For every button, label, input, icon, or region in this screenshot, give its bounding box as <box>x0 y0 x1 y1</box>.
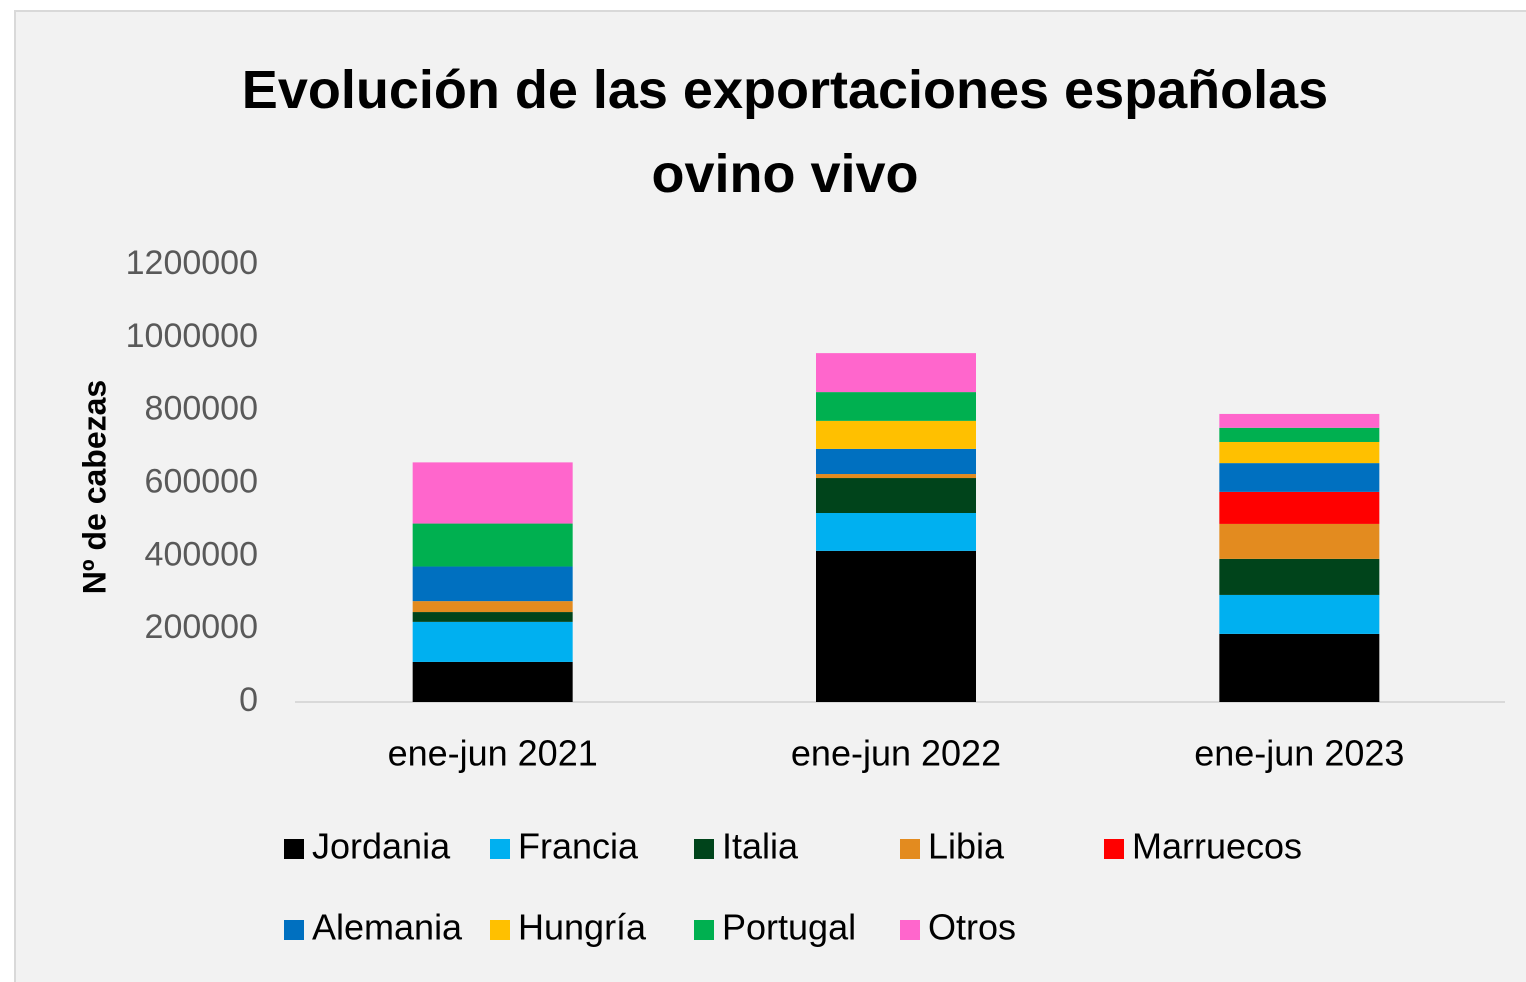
legend-label: Hungría <box>518 907 647 948</box>
bar-segment <box>412 523 573 567</box>
legend-swatch <box>694 839 714 859</box>
x-tick-label: ene-jun 2022 <box>791 733 1001 774</box>
bar-segment <box>412 621 573 662</box>
bar-segment <box>816 550 976 702</box>
bar-segment <box>412 661 573 702</box>
bar-segment <box>1219 491 1380 524</box>
legend-swatch <box>490 839 510 859</box>
legend-label: Jordania <box>312 826 451 867</box>
legend-swatch <box>900 839 920 859</box>
legend-swatch <box>694 920 714 940</box>
legend-swatch <box>490 920 510 940</box>
bar-segment <box>816 512 976 551</box>
y-tick-label: 200000 <box>145 608 258 646</box>
legend-label: Portugal <box>722 907 856 948</box>
bar-segment <box>1219 523 1380 559</box>
y-tick-label: 400000 <box>145 535 258 573</box>
legend-label: Alemania <box>312 907 463 948</box>
legend-swatch <box>900 920 920 940</box>
bar-segment <box>1219 427 1380 442</box>
bar-segment <box>816 448 976 475</box>
y-tick-label: 800000 <box>145 390 258 428</box>
bar-segment <box>412 612 573 622</box>
y-tick-label: 0 <box>239 681 258 719</box>
legend-swatch <box>1104 839 1124 859</box>
y-tick-label: 1200000 <box>126 244 258 282</box>
bar-segment <box>1219 558 1380 595</box>
x-tick-label: ene-jun 2023 <box>1194 733 1404 774</box>
bar-segment <box>1219 594 1380 634</box>
y-tick-label: 600000 <box>145 462 258 500</box>
y-tick-label: 1000000 <box>126 317 258 355</box>
legend-swatch <box>284 839 304 859</box>
legend-label: Marruecos <box>1132 826 1302 867</box>
bar-segment <box>816 420 976 449</box>
bar-segment <box>412 462 573 524</box>
bar-segment <box>816 392 976 421</box>
bar-segment <box>816 474 976 479</box>
legend-label: Libia <box>928 826 1005 867</box>
legend-swatch <box>284 920 304 940</box>
bar-segment <box>412 566 573 602</box>
x-tick-label: ene-jun 2021 <box>388 733 598 774</box>
chart-title: Evolución de las exportaciones españolas… <box>241 60 1329 204</box>
legend-label: Francia <box>518 826 639 867</box>
bar-segment <box>1219 441 1380 464</box>
y-axis-label: Nº de cabezas <box>76 380 112 594</box>
bar-segment <box>816 353 976 393</box>
bar-segment <box>1219 463 1380 492</box>
bar-segment <box>816 478 976 513</box>
bar-segment <box>1219 413 1380 428</box>
bar-segment <box>412 601 573 613</box>
bar-segment <box>1219 633 1380 702</box>
legend-label: Otros <box>928 907 1016 948</box>
legend-label: Italia <box>722 826 799 867</box>
